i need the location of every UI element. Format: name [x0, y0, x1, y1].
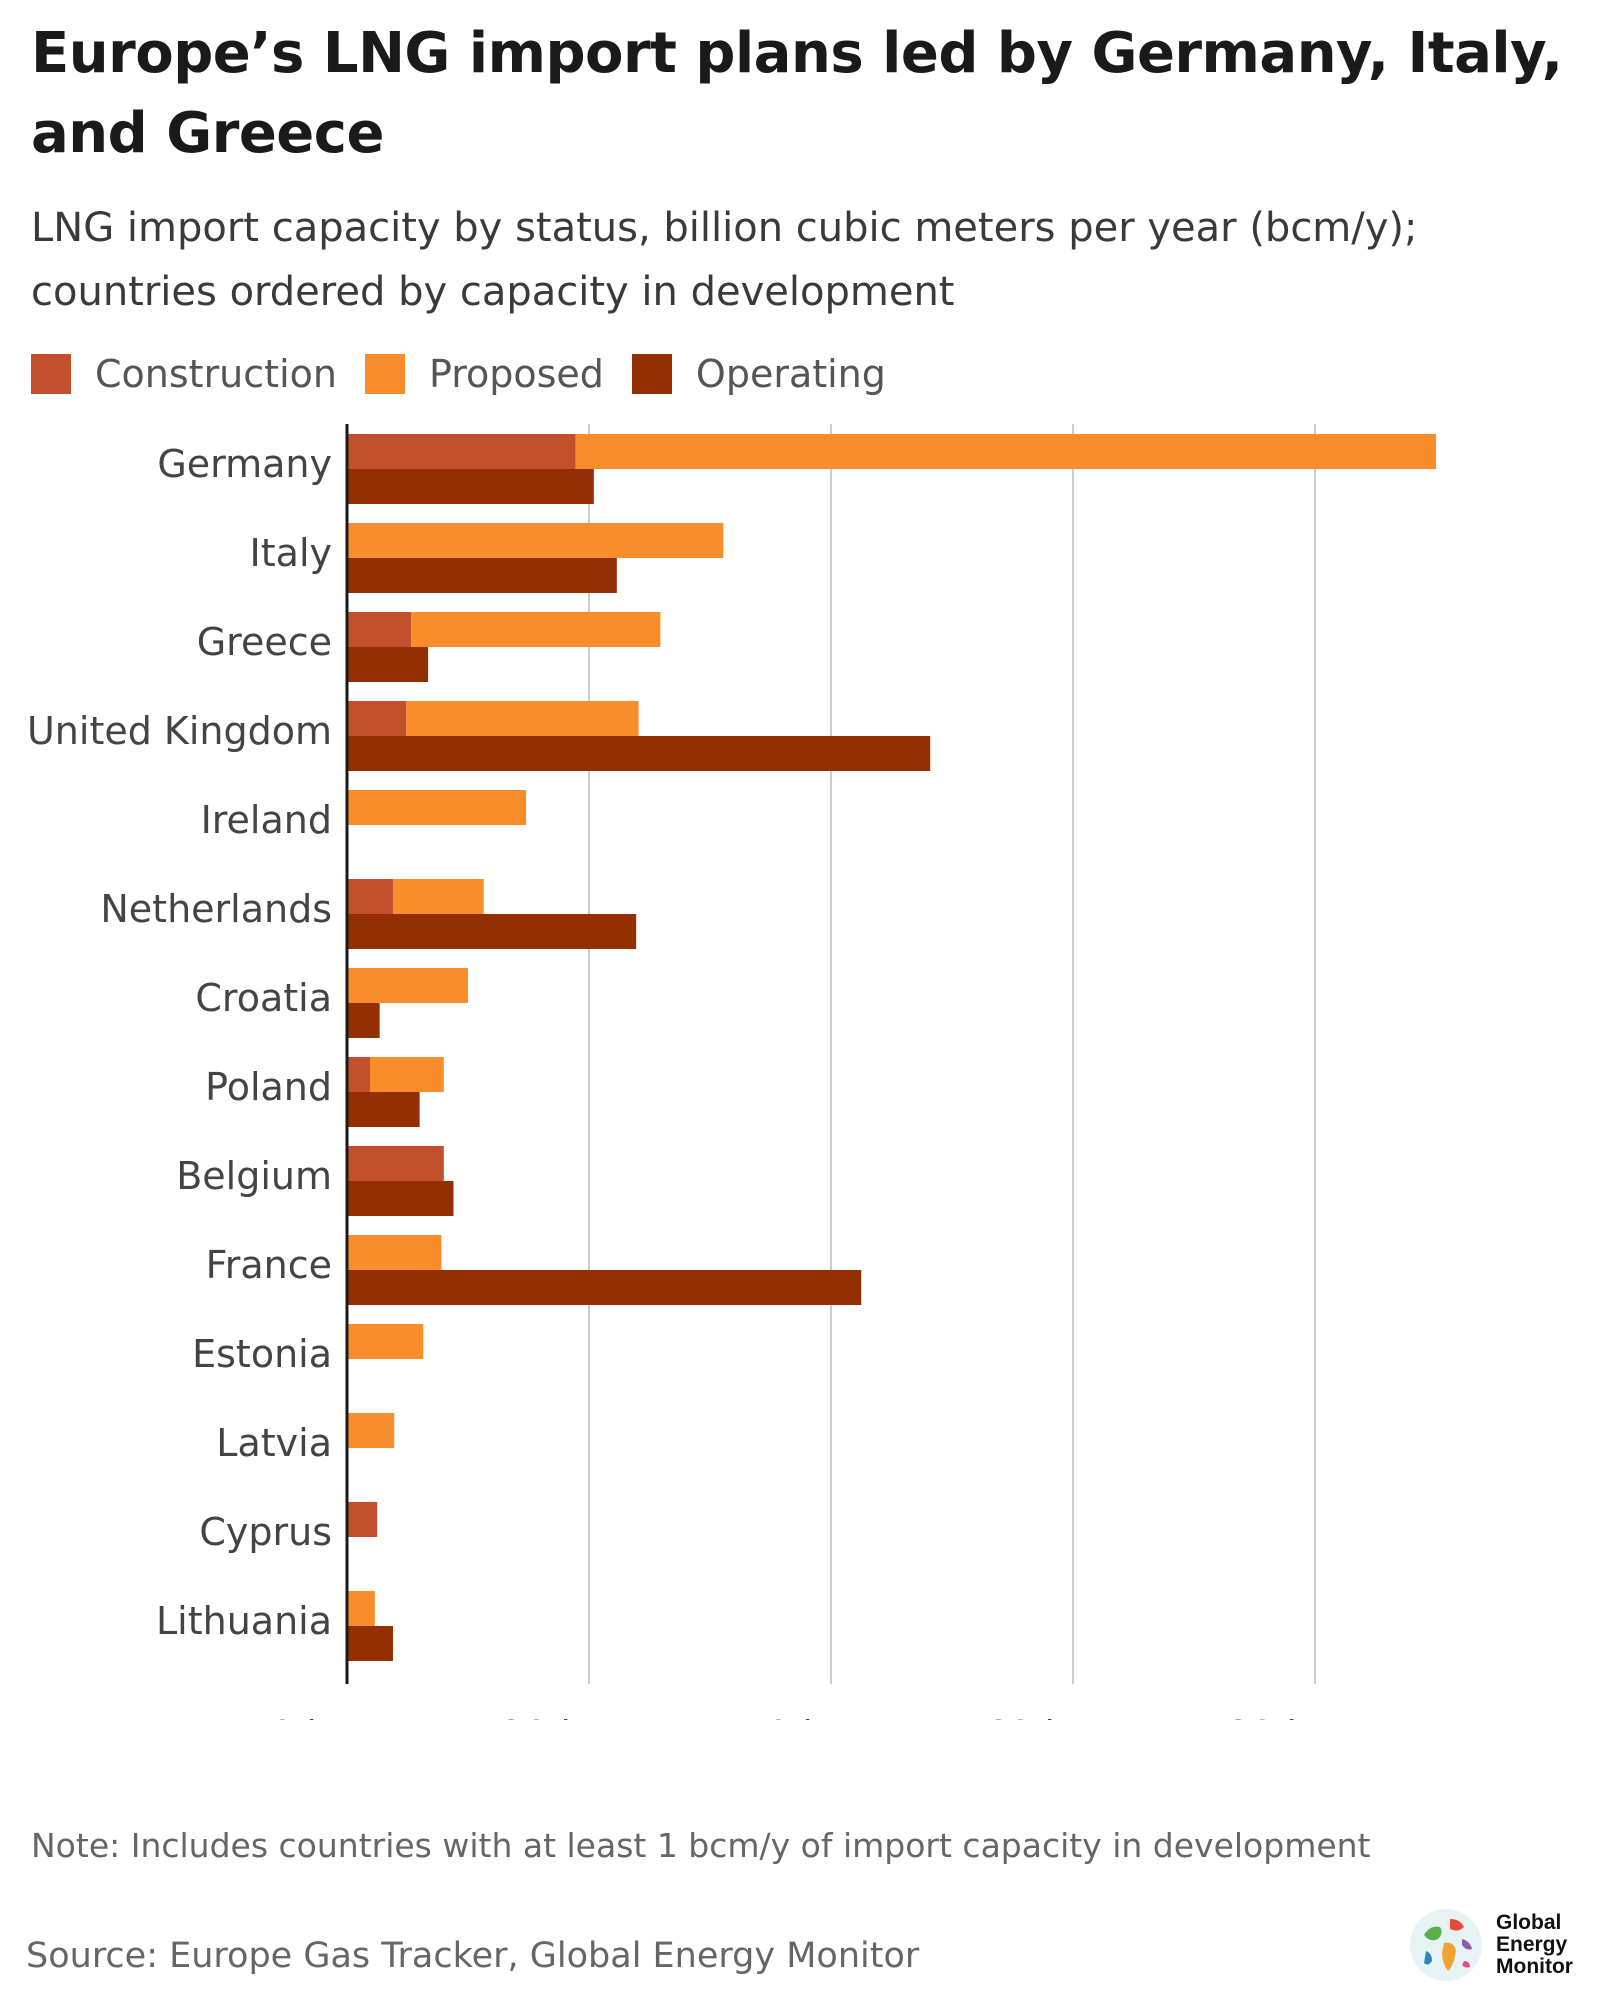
country-label-estonia: Estonia	[192, 1332, 332, 1376]
country-label-cyprus: Cyprus	[199, 1510, 332, 1554]
country-label-germany: Germany	[157, 442, 332, 486]
bar-proposed-netherlands	[392, 879, 484, 914]
bar-operating-greece	[347, 647, 429, 682]
bar-operating-france	[347, 1270, 862, 1305]
country-label-france: France	[206, 1243, 332, 1287]
bar-construction-greece	[347, 612, 412, 647]
bar-proposed-croatia	[347, 968, 468, 1003]
chart-subtitle: LNG import capacity by status, billion c…	[31, 205, 1418, 315]
bar-operating-italy	[347, 558, 617, 593]
bar-operating-united-kingdom	[347, 736, 931, 771]
chart-title: Europe’s LNG import plans led by Germany…	[31, 21, 1563, 166]
globe-icon	[1410, 1909, 1482, 1981]
country-label-belgium: Belgium	[176, 1154, 332, 1198]
bar-proposed-france	[347, 1235, 442, 1270]
legend-item-proposed: Proposed	[364, 352, 604, 396]
country-label-united-kingdom: United Kingdom	[27, 709, 332, 753]
country-label-netherlands: Netherlands	[100, 887, 332, 931]
logo-line-3: Monitor	[1496, 1955, 1573, 1978]
country-label-poland: Poland	[205, 1065, 332, 1109]
legend-swatch-construction	[31, 354, 71, 394]
bar-operating-croatia	[347, 1003, 380, 1038]
bar-construction-netherlands	[347, 879, 393, 914]
legend-label-operating: Operating	[695, 352, 886, 396]
country-label-lithuania: Lithuania	[156, 1599, 332, 1643]
country-label-greece: Greece	[197, 620, 332, 664]
x-tick-label-0: 0 bcm/y	[270, 1713, 424, 1720]
bar-proposed-poland	[369, 1057, 444, 1092]
bar-proposed-estonia	[347, 1324, 424, 1359]
legend: Construction Proposed Operating	[31, 352, 914, 396]
bar-proposed-united-kingdom	[406, 701, 639, 736]
chart-note: Note: Includes countries with at least 1…	[31, 1826, 1371, 1865]
bar-proposed-italy	[347, 523, 724, 558]
bar-proposed-greece	[411, 612, 661, 647]
logo-text: Global Energy Monitor	[1496, 1912, 1596, 1978]
country-label-latvia: Latvia	[216, 1421, 332, 1465]
country-label-ireland: Ireland	[201, 798, 332, 842]
x-tick-label-80: 80 bcm/y	[1226, 1713, 1404, 1720]
x-tick-label-20: 20 bcm/y	[500, 1713, 678, 1720]
legend-item-operating: Operating	[631, 352, 886, 396]
bar-construction-poland	[347, 1057, 370, 1092]
bar-construction-united-kingdom	[347, 701, 407, 736]
legend-label-construction: Construction	[95, 352, 337, 396]
logo-line-2: Energy	[1496, 1933, 1568, 1956]
legend-swatch-operating	[631, 354, 672, 394]
x-tick-label-60: 60 bcm/y	[984, 1713, 1162, 1720]
bar-operating-germany	[347, 469, 594, 504]
legend-label-proposed: Proposed	[428, 352, 604, 396]
bar-proposed-lithuania	[347, 1591, 375, 1626]
bar-construction-germany	[347, 434, 576, 469]
bar-operating-poland	[347, 1092, 420, 1127]
bar-operating-lithuania	[347, 1626, 393, 1661]
bar-chart: Germany Italy Greece United Kingdom Ireland N…	[27, 424, 1436, 1720]
logo-line-1: Global	[1496, 1911, 1562, 1934]
bar-proposed-ireland	[347, 790, 527, 825]
legend-swatch-proposed	[364, 354, 405, 394]
chart-source: Source: Europe Gas Tracker, Global Energ…	[26, 1936, 920, 1976]
country-label-croatia: Croatia	[195, 976, 332, 1020]
x-tick-label-40: 40 bcm/y	[742, 1713, 920, 1720]
country-label-italy: Italy	[250, 531, 332, 575]
bar-operating-belgium	[347, 1181, 454, 1216]
bar-construction-belgium	[347, 1146, 444, 1181]
legend-item-construction: Construction	[31, 352, 337, 396]
bar-operating-netherlands	[347, 914, 637, 949]
gem-logo: Global Energy Monitor	[1406, 1905, 1596, 1985]
bar-proposed-germany	[575, 434, 1436, 469]
bar-proposed-latvia	[347, 1413, 395, 1448]
bar-construction-cyprus	[347, 1502, 378, 1537]
